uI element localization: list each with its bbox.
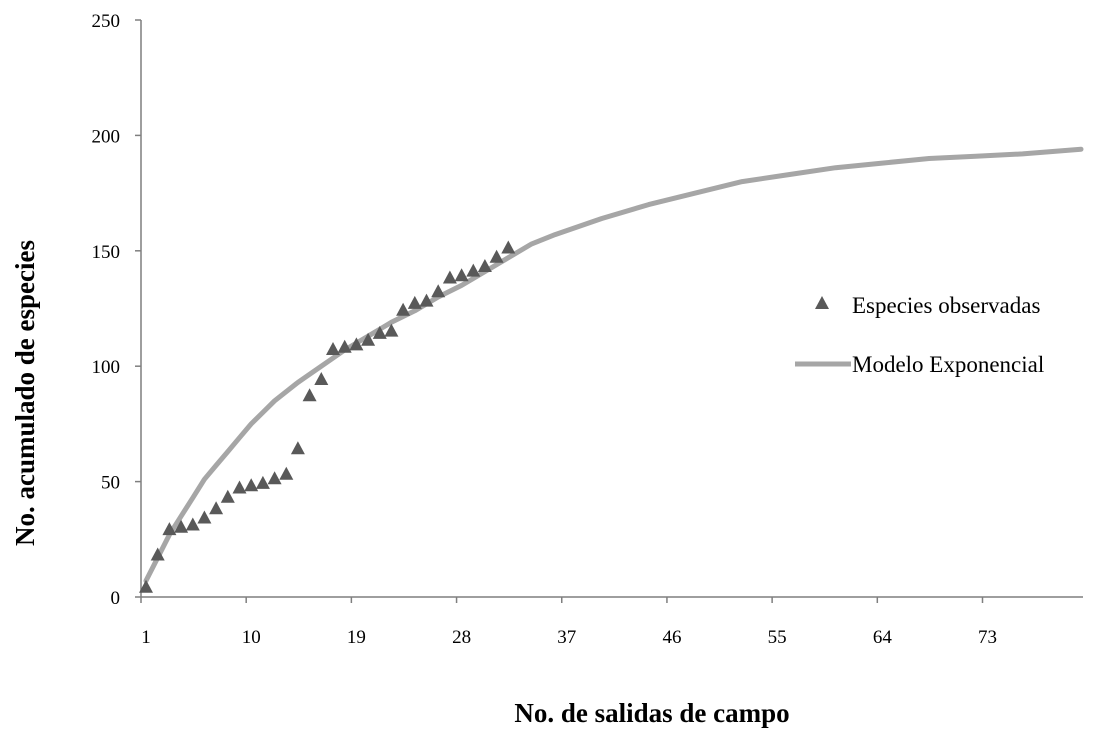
data-point-especies-observadas (489, 249, 504, 263)
x-tick-label: 55 (768, 627, 787, 648)
data-point-especies-observadas (162, 522, 177, 536)
data-point-especies-observadas (279, 466, 294, 480)
series-layer (139, 146, 1084, 593)
data-point-especies-observadas (396, 302, 411, 316)
x-ticks: 1 10 19 28 37 46 55 64 73 (140, 597, 997, 648)
y-tick-label: 200 (92, 126, 121, 147)
y-tick-label: 100 (92, 357, 121, 378)
data-point-especies-observadas (442, 270, 457, 284)
data-point-especies-observadas (349, 337, 364, 351)
plot-area: 0 50 100 150 200 250 1 10 19 28 37 46 55 64 73 (92, 11, 1084, 648)
y-tick-label: 0 (111, 588, 121, 609)
data-point-especies-observadas (314, 372, 329, 385)
data-point-especies-observadas (501, 240, 516, 254)
y-tick-label: 150 (92, 242, 121, 263)
data-point-especies-observadas (466, 263, 481, 277)
legend-marker-especies-observadas (815, 296, 829, 309)
data-point-especies-observadas (139, 579, 153, 593)
x-tick-label: 19 (347, 627, 366, 648)
x-tick-label: 37 (557, 627, 576, 648)
x-tick-label: 10 (242, 627, 261, 648)
x-tick-label: 1 (141, 627, 151, 648)
data-point-especies-observadas (197, 510, 212, 524)
data-point-especies-observadas (431, 284, 446, 298)
legend-label-especies-observadas: Especies observadas (852, 293, 1040, 318)
data-point-especies-observadas (209, 501, 224, 515)
x-tick-label: 73 (978, 627, 997, 648)
data-point-especies-observadas (407, 295, 422, 309)
data-point-especies-observadas (477, 259, 492, 272)
data-point-especies-observadas (255, 475, 270, 489)
y-tick-label: 50 (101, 473, 120, 494)
data-point-especies-observadas (337, 339, 352, 353)
y-tick-label: 250 (92, 11, 121, 32)
data-point-especies-observadas (290, 441, 305, 455)
data-point-especies-observadas (419, 293, 434, 307)
data-point-especies-observadas (267, 471, 282, 485)
data-point-especies-observadas (150, 547, 165, 561)
data-point-especies-observadas (372, 325, 387, 339)
data-point-especies-observadas (244, 478, 259, 492)
x-tick-label: 64 (873, 627, 893, 648)
x-tick-label: 46 (662, 627, 681, 648)
y-ticks: 0 50 100 150 200 250 (92, 11, 141, 609)
data-point-especies-observadas (384, 323, 399, 337)
data-point-especies-observadas (232, 480, 247, 494)
data-point-especies-observadas (220, 489, 235, 503)
x-axis-title: No. de salidas de campo (514, 698, 789, 728)
data-point-especies-observadas (185, 517, 200, 531)
legend-label-modelo-exponencial: Modelo Exponencial (852, 352, 1044, 377)
legend: Especies observadas Modelo Exponencial (795, 293, 1044, 377)
data-point-especies-observadas (361, 332, 376, 346)
data-point-especies-observadas (174, 519, 189, 533)
data-point-especies-observadas (326, 342, 340, 355)
data-point-especies-observadas (302, 388, 317, 402)
x-tick-label: 28 (452, 627, 471, 648)
y-axis-title: No. acumulado de especies (10, 240, 40, 546)
series-line-modelo-exponencial (143, 146, 1084, 584)
data-point-especies-observadas (454, 268, 469, 282)
